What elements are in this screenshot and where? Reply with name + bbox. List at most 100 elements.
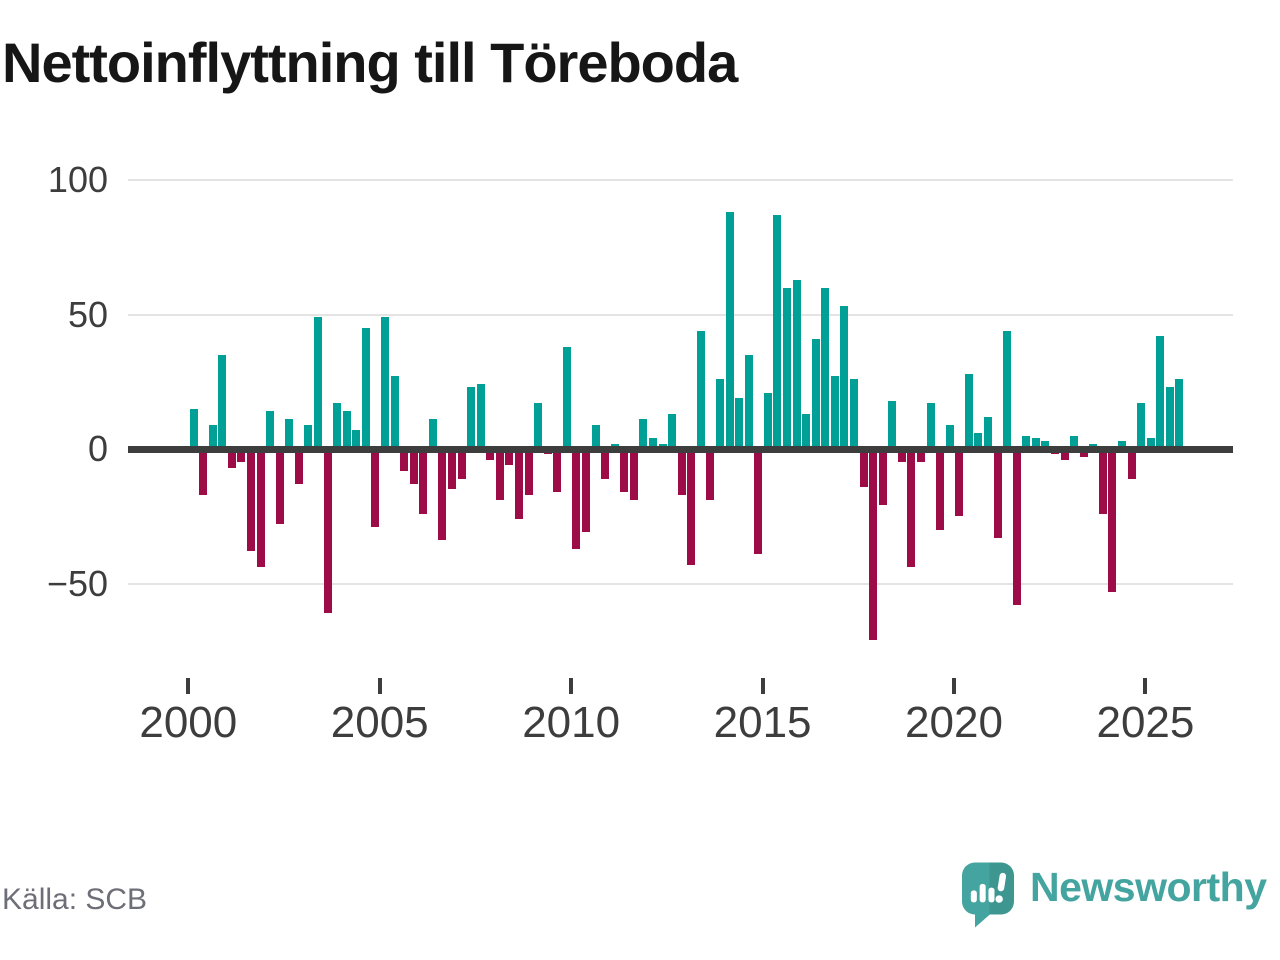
x-axis-label: 2020 — [905, 698, 1003, 747]
newsworthy-logo: Newsworthy — [962, 862, 1267, 928]
bar-2003q2 — [314, 317, 323, 449]
bar-2010q4 — [601, 449, 610, 479]
bar-2018q1 — [878, 449, 887, 506]
bar-2023q2 — [1079, 449, 1088, 458]
bar-2024q1 — [1108, 449, 1117, 592]
bar-2007q2 — [467, 387, 476, 449]
bar-2004q3 — [361, 327, 370, 449]
bar-2016q4 — [830, 376, 839, 449]
x-axis-label: 2010 — [522, 698, 621, 747]
bar-2018q3 — [897, 449, 906, 463]
bar-2006q1 — [419, 449, 428, 514]
bar-2003q4 — [333, 403, 342, 449]
y-axis-label: 0 — [87, 428, 108, 469]
source-note: Källa: SCB — [2, 883, 148, 916]
bar-2019q3 — [936, 449, 945, 530]
bar-2009q1 — [534, 403, 543, 449]
bar-2015q2 — [773, 214, 782, 449]
bar-2008q1 — [495, 449, 504, 501]
newsworthy-logo-text: Newsworthy — [1030, 864, 1267, 910]
bar-2004q4 — [371, 449, 380, 527]
bar-2017q4 — [869, 449, 878, 640]
bar-2000q3 — [208, 424, 217, 449]
x-axis-label: 2015 — [713, 698, 812, 747]
bar-2023q1 — [1070, 435, 1079, 449]
bar-2013q2 — [696, 330, 705, 449]
bar-2004q1 — [342, 411, 351, 449]
y-axis-label: 50 — [67, 293, 108, 335]
logo-exclamation-icon — [995, 872, 1007, 903]
bar-2001q1 — [227, 449, 236, 468]
bar-2009q4 — [562, 346, 571, 449]
bar-2011q2 — [620, 449, 629, 493]
x-axis-label: 2025 — [1096, 698, 1195, 747]
bar-2008q3 — [515, 449, 524, 519]
bar-2016q1 — [802, 414, 811, 449]
bar-2023q4 — [1098, 449, 1107, 514]
newsworthy-logo-icon — [962, 862, 1014, 928]
bar-2002q4 — [294, 449, 303, 484]
bar-2015q3 — [783, 287, 792, 449]
y-axis-label: −50 — [46, 562, 108, 604]
logo-bar-small-icon — [970, 890, 977, 903]
gridline — [128, 179, 1233, 181]
bar-2011q4 — [639, 419, 648, 449]
bar-2010q3 — [591, 424, 600, 449]
bar-2006q3 — [438, 449, 447, 541]
bar-2015q4 — [792, 279, 801, 449]
zero-axis-line — [128, 445, 1233, 453]
bar-2019q1 — [917, 449, 926, 463]
x-axis-label: 2000 — [139, 698, 238, 747]
bar-2020q1 — [955, 449, 964, 517]
bar-2019q2 — [926, 403, 935, 449]
bar-2022q1 — [1031, 438, 1040, 449]
bar-2025q1 — [1146, 438, 1155, 449]
bar-2010q1 — [572, 449, 581, 549]
bar-2016q3 — [821, 287, 830, 449]
bar-2003q3 — [323, 449, 332, 614]
bar-2020q3 — [974, 432, 983, 449]
bar-2005q1 — [381, 317, 390, 449]
bar-2008q2 — [505, 449, 514, 466]
chart-title: Nettoinflyttning till Töreboda — [2, 31, 738, 94]
bar-2009q3 — [553, 449, 562, 493]
bar-2016q2 — [811, 338, 820, 449]
bar-2018q4 — [907, 449, 916, 568]
bar-2005q3 — [400, 449, 409, 471]
bar-2002q3 — [285, 419, 294, 449]
x-axis-label: 2005 — [330, 698, 429, 747]
bar-2013q4 — [716, 379, 725, 449]
bar-2017q3 — [859, 449, 868, 487]
bar-2013q3 — [706, 449, 715, 501]
bar-2001q4 — [256, 449, 265, 568]
bar-2021q3 — [1012, 449, 1021, 606]
bar-2003q1 — [304, 424, 313, 449]
bar-2007q1 — [457, 449, 466, 479]
x-axis-tick — [1143, 678, 1148, 694]
bar-2010q2 — [582, 449, 591, 533]
gridline — [128, 313, 1233, 316]
x-axis-tick — [186, 678, 191, 694]
x-axis-tick — [952, 678, 956, 694]
bar-2021q1 — [993, 449, 1002, 538]
bar-2017q1 — [840, 306, 849, 449]
bar-2021q4 — [1022, 435, 1031, 449]
speech-bubble-shape — [962, 862, 1014, 928]
bar-2014q4 — [754, 449, 763, 554]
logo-bar-medium-icon — [988, 887, 995, 903]
bar-2000q4 — [218, 354, 227, 449]
bar-2014q2 — [735, 397, 744, 449]
bar-2008q4 — [524, 449, 533, 495]
bar-2024q2 — [1118, 440, 1127, 449]
bar-2005q2 — [390, 376, 399, 449]
bar-2002q2 — [275, 449, 284, 525]
bar-2024q4 — [1137, 403, 1146, 449]
bar-2022q4 — [1060, 449, 1069, 460]
bar-2017q2 — [850, 379, 859, 449]
bar-2005q4 — [409, 449, 418, 484]
bar-2006q2 — [428, 419, 437, 449]
bar-2020q2 — [964, 373, 973, 449]
bar-2019q4 — [945, 424, 954, 449]
bar-2002q1 — [266, 411, 275, 449]
